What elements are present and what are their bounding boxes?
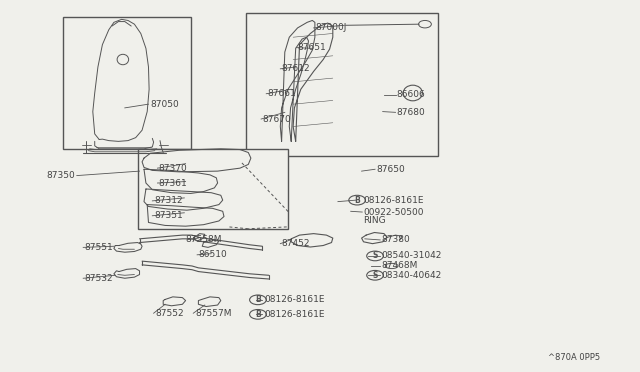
Text: 87532: 87532 <box>84 274 113 283</box>
Circle shape <box>250 310 266 319</box>
Text: 87661: 87661 <box>268 89 296 98</box>
Text: ^870A 0PP5: ^870A 0PP5 <box>548 353 600 362</box>
Text: 87650: 87650 <box>376 165 405 174</box>
Ellipse shape <box>117 54 129 65</box>
Text: S: S <box>372 251 378 260</box>
Text: 87670: 87670 <box>262 115 291 124</box>
Text: 87558M: 87558M <box>186 235 222 244</box>
Text: B: B <box>355 196 360 205</box>
Text: 87551: 87551 <box>84 243 113 252</box>
Text: 08126-8161E: 08126-8161E <box>264 295 325 304</box>
Text: 87552: 87552 <box>155 309 184 318</box>
Text: 87370: 87370 <box>159 164 188 173</box>
Text: 00922-50500: 00922-50500 <box>364 208 424 217</box>
Text: 87612: 87612 <box>282 64 310 73</box>
Ellipse shape <box>385 263 398 269</box>
Text: RING: RING <box>364 216 386 225</box>
Text: 86606: 86606 <box>397 90 426 99</box>
Circle shape <box>419 20 431 28</box>
Text: 87000J: 87000J <box>315 23 346 32</box>
Text: B: B <box>255 295 260 304</box>
Text: 87050: 87050 <box>150 100 179 109</box>
Circle shape <box>349 195 365 205</box>
Text: 87380: 87380 <box>381 235 410 244</box>
Text: 08340-40642: 08340-40642 <box>381 271 442 280</box>
Text: 87680: 87680 <box>397 108 426 117</box>
Bar <box>63 17 191 149</box>
Text: B: B <box>255 310 260 319</box>
Text: 87351: 87351 <box>154 211 183 220</box>
Text: 87557M: 87557M <box>195 309 232 318</box>
Text: 86510: 86510 <box>198 250 227 259</box>
Bar <box>246 13 438 156</box>
Text: S: S <box>372 271 378 280</box>
Ellipse shape <box>403 85 422 101</box>
Text: 87452: 87452 <box>282 239 310 248</box>
Circle shape <box>367 270 383 280</box>
Text: 08126-8161E: 08126-8161E <box>364 196 424 205</box>
Text: 08126-8161E: 08126-8161E <box>264 310 325 319</box>
Circle shape <box>250 295 266 305</box>
Text: 87651: 87651 <box>298 43 326 52</box>
Text: 87361: 87361 <box>159 179 188 187</box>
Text: 08540-31042: 08540-31042 <box>381 251 442 260</box>
Text: 87312: 87312 <box>154 196 183 205</box>
Bar <box>138 149 288 229</box>
Text: 87350: 87350 <box>46 171 75 180</box>
Circle shape <box>367 251 383 261</box>
Text: 87468M: 87468M <box>381 262 418 270</box>
